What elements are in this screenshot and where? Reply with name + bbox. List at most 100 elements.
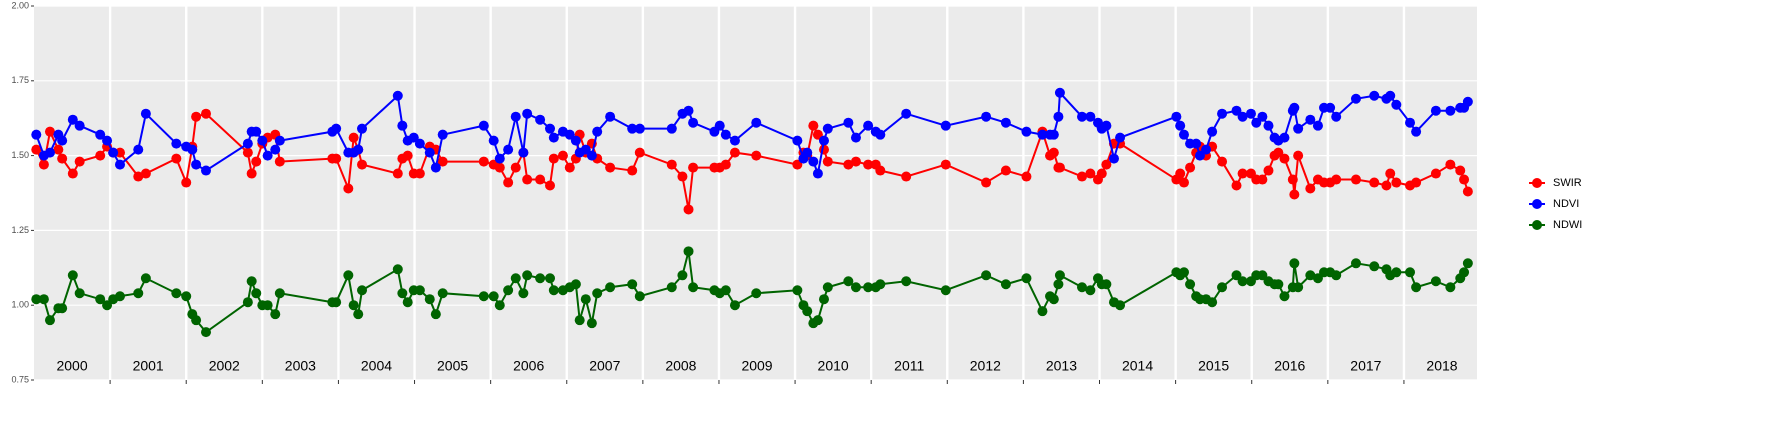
x-tick-label: 2001 — [133, 358, 164, 374]
data-point — [586, 150, 597, 161]
data-point — [1430, 105, 1441, 116]
legend-key — [1532, 178, 1542, 188]
data-point — [714, 120, 725, 131]
x-tick-label: 2013 — [1046, 358, 1077, 374]
data-point — [331, 123, 342, 134]
data-point — [522, 108, 533, 119]
data-point — [729, 300, 740, 311]
data-point — [1194, 150, 1205, 161]
data-point — [683, 246, 694, 257]
data-point — [95, 129, 106, 140]
data-point — [1053, 111, 1064, 122]
data-point — [251, 156, 262, 167]
data-point — [348, 300, 359, 311]
data-point — [274, 135, 285, 146]
data-point — [1289, 258, 1300, 269]
data-point — [729, 135, 740, 146]
data-point — [274, 288, 285, 299]
data-point — [140, 273, 151, 284]
data-point — [1263, 120, 1274, 131]
data-point — [38, 294, 49, 305]
data-point — [535, 114, 546, 125]
data-point — [940, 285, 951, 296]
data-point — [1085, 285, 1096, 296]
data-point — [478, 156, 489, 167]
data-point — [1391, 267, 1402, 278]
data-point — [257, 135, 268, 146]
data-point — [1273, 147, 1284, 158]
data-point — [1101, 120, 1112, 131]
data-point — [1257, 270, 1268, 281]
data-point — [242, 138, 253, 149]
data-point — [1350, 258, 1361, 269]
data-point — [1207, 126, 1218, 137]
data-point — [503, 285, 514, 296]
data-point — [488, 135, 499, 146]
data-point — [57, 153, 68, 164]
data-point — [331, 153, 342, 164]
data-point — [1251, 117, 1262, 128]
data-point — [1115, 300, 1126, 311]
data-point — [1445, 159, 1456, 170]
data-point — [580, 144, 591, 155]
data-point — [102, 135, 113, 146]
data-point — [397, 120, 408, 131]
x-tick-label: 2006 — [513, 358, 544, 374]
data-point — [843, 159, 854, 170]
data-point — [494, 153, 505, 164]
data-point — [251, 126, 262, 137]
data-point — [274, 156, 285, 167]
data-point — [574, 315, 585, 326]
data-point — [1000, 165, 1011, 176]
data-point — [808, 120, 819, 131]
x-tick-label: 2007 — [589, 358, 620, 374]
data-point — [518, 147, 529, 158]
data-point — [808, 156, 819, 167]
data-point — [1037, 306, 1048, 317]
data-point — [1085, 168, 1096, 179]
data-point — [67, 168, 78, 179]
data-point — [74, 288, 85, 299]
data-point — [812, 315, 823, 326]
data-point — [1237, 276, 1248, 287]
data-point — [44, 315, 55, 326]
data-point — [570, 135, 581, 146]
data-point — [802, 306, 813, 317]
data-point — [1289, 102, 1300, 113]
data-point — [95, 150, 106, 161]
data-point — [171, 153, 182, 164]
data-point — [940, 159, 951, 170]
data-point — [751, 150, 762, 161]
data-point — [1411, 282, 1422, 293]
data-point — [437, 288, 448, 299]
data-point — [634, 291, 645, 302]
data-point — [133, 171, 144, 182]
data-point — [494, 162, 505, 173]
x-tick-label: 2017 — [1350, 358, 1381, 374]
data-point — [430, 309, 441, 320]
data-point — [822, 156, 833, 167]
data-point — [408, 132, 419, 143]
data-point — [1054, 87, 1065, 98]
data-point — [191, 315, 202, 326]
data-point — [688, 162, 699, 173]
data-point — [818, 294, 829, 305]
data-point — [1175, 120, 1186, 131]
data-point — [518, 288, 529, 299]
data-point — [1462, 186, 1473, 197]
data-point — [1077, 282, 1088, 293]
data-point — [1231, 180, 1242, 191]
data-point — [414, 168, 425, 179]
data-point — [478, 291, 489, 302]
data-point — [503, 177, 514, 188]
data-point — [557, 150, 568, 161]
data-point — [1231, 105, 1242, 116]
data-point — [343, 183, 354, 194]
data-point — [102, 300, 113, 311]
data-point — [1021, 126, 1032, 137]
data-point — [1201, 144, 1212, 155]
data-point — [720, 285, 731, 296]
data-point — [1405, 267, 1416, 278]
data-point — [437, 129, 448, 140]
data-point — [843, 276, 854, 287]
